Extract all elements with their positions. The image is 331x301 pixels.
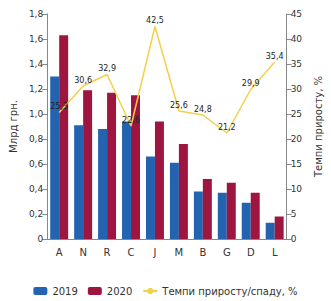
svg-text:40: 40 (291, 34, 303, 44)
svg-text:20: 20 (291, 134, 303, 144)
svg-text:N: N (79, 247, 86, 258)
svg-text:2019: 2019 (52, 286, 77, 297)
svg-text:A: A (56, 247, 63, 258)
svg-text:25,3: 25,3 (50, 102, 68, 111)
svg-text:1,4: 1,4 (29, 59, 44, 69)
svg-text:22,6: 22,6 (122, 116, 140, 125)
svg-text:0,2: 0,2 (29, 209, 43, 219)
svg-text:G: G (223, 247, 231, 258)
svg-text:30,6: 30,6 (74, 76, 92, 85)
svg-text:35: 35 (291, 59, 302, 69)
svg-text:1,2: 1,2 (29, 84, 43, 94)
svg-text:0: 0 (291, 234, 297, 244)
svg-text:0,4: 0,4 (29, 184, 44, 194)
svg-text:0,6: 0,6 (29, 159, 44, 169)
svg-text:L: L (272, 247, 278, 258)
svg-text:1,6: 1,6 (29, 34, 44, 44)
svg-text:35,4: 35,4 (266, 52, 284, 61)
svg-text:1,0: 1,0 (29, 109, 44, 119)
svg-text:B: B (199, 247, 206, 258)
svg-text:1,8: 1,8 (29, 9, 44, 19)
svg-text:24,8: 24,8 (194, 105, 212, 114)
svg-text:Темпи приросту/спаду, %: Темпи приросту/спаду, % (161, 286, 297, 297)
svg-text:29,9: 29,9 (242, 79, 260, 88)
svg-text:42,5: 42,5 (146, 16, 164, 25)
svg-text:15: 15 (291, 159, 302, 169)
svg-text:Темпи приросту, %: Темпи приросту, % (313, 76, 324, 178)
svg-text:J: J (152, 247, 156, 258)
svg-text:R: R (104, 247, 111, 258)
svg-text:45: 45 (291, 9, 302, 19)
svg-text:5: 5 (291, 209, 297, 219)
svg-text:Млрд грн.: Млрд грн. (8, 100, 19, 153)
svg-text:10: 10 (291, 184, 303, 194)
svg-text:32,9: 32,9 (98, 64, 116, 73)
svg-text:21,2: 21,2 (218, 123, 236, 132)
svg-text:25: 25 (291, 109, 302, 119)
svg-text:M: M (175, 247, 184, 258)
svg-text:C: C (128, 247, 135, 258)
svg-text:D: D (247, 247, 255, 258)
svg-text:25,6: 25,6 (170, 101, 188, 110)
svg-text:2020: 2020 (107, 286, 132, 297)
svg-text:0: 0 (37, 234, 43, 244)
svg-text:0,8: 0,8 (29, 134, 44, 144)
svg-text:30: 30 (291, 84, 303, 94)
